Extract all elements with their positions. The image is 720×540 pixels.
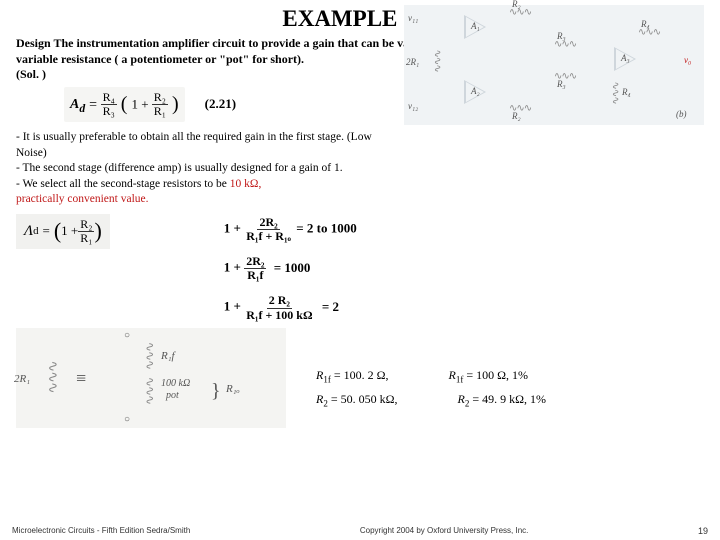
label-a2: A₂ <box>471 86 480 96</box>
label-r3a: R₃ <box>557 31 566 41</box>
main-equation: Ad = R₄ R₃ ( 1 + R₂ R₁ ) (2.21) <box>16 85 394 130</box>
label-100k: 100 kΩ <box>161 378 190 389</box>
label-r2b: R₂ <box>512 111 521 121</box>
label-pot: pot <box>166 390 179 401</box>
note-hl1: 10 kΩ, <box>230 178 262 190</box>
label-r4a: R₄ <box>641 19 650 29</box>
resistor-icon: ∿∿∿ <box>142 377 157 404</box>
terminal-icon: ○ <box>124 330 130 341</box>
note-3: - We select all the second-stage resisto… <box>16 178 230 190</box>
equation-grid: Λd = ( 1 + R₂ R₁ ) 1 + 2R₂ R₁f + R₁ₒ = 2… <box>0 208 720 324</box>
page-footer: Microelectronic Circuits - Fifth Edition… <box>0 526 720 536</box>
design-notes: - It is usually preferable to obtain all… <box>16 130 376 208</box>
circuit-diagram: A₁ A₂ A₃ ∿∿∿ 2R₁ ∿∿∿ R₂ ∿∿∿ R₂ ∿∿∿ R₃ ∿∿… <box>404 5 704 125</box>
label-2r1: 2R₁ <box>406 57 419 67</box>
label-a3: A₃ <box>621 53 630 63</box>
footer-center: Copyright 2004 by Oxford University Pres… <box>360 526 529 536</box>
label-vo: v₀ <box>684 55 691 65</box>
note-hl2: practically convenient value. <box>16 193 149 205</box>
resistor-icon: ∿∿∿ <box>432 49 443 71</box>
result-r1f-b: R1f = 100 Ω, 1% <box>449 368 529 384</box>
resistor-icon: ∿∿∿ <box>610 81 621 103</box>
label-r3b: R₃ <box>557 79 566 89</box>
eq-image: Ad = R₄ R₃ ( 1 + R₂ R₁ ) <box>64 87 185 122</box>
sol-label: (Sol. ) <box>16 67 46 81</box>
terminal-icon: ○ <box>124 414 130 425</box>
bracket-icon: } <box>211 380 221 403</box>
label-vi1: v₁₁ <box>408 13 418 23</box>
label-2r1-left: 2R₁ <box>14 373 30 385</box>
results-block: R1f R₁f = 100. 2 Ω,= 100. 2 Ω, R1f = 100… <box>316 328 546 428</box>
result-r2-a: R2 = 50. 050 kΩ, <box>316 392 398 408</box>
label-vi2: v₁₂ <box>408 101 418 111</box>
frac2: R₂ R₁ <box>152 91 168 118</box>
note-2: - The second stage (difference amp) is u… <box>16 162 343 174</box>
result-r2-b: R2 = 49. 9 kΩ, 1% <box>458 392 547 408</box>
label-r1f: R₁f <box>161 350 175 362</box>
eq-lhs: Ad <box>70 97 85 112</box>
label-r4b: R₄ <box>622 87 631 97</box>
eq-upper: 1 + 2R₂ R₁f = 1000 <box>220 253 361 284</box>
label-r2a: R₂ <box>512 0 521 9</box>
eq-lambda: Λd = ( 1 + R₂ R₁ ) <box>16 214 110 249</box>
eq-lower: 1 + 2 R₂ R₁f + 100 kΩ = 2 <box>220 292 361 323</box>
page-number: 19 <box>698 526 708 536</box>
label-r1o: R₁ₒ <box>226 383 240 395</box>
resistor-icon: ∿∿∿ <box>142 342 157 369</box>
result-r1f-a: R1f R₁f = 100. 2 Ω,= 100. 2 Ω, <box>316 368 389 384</box>
resistor-equivalence-diagram: ∿∿∿ 2R₁ ≡ ○ ∿∿∿ R₁f ∿∿∿ 100 kΩ pot } R₁ₒ… <box>16 328 286 428</box>
label-b: (b) <box>676 109 687 119</box>
frac1: R₄ R₃ <box>101 91 117 118</box>
label-a1: A₁ <box>471 21 480 31</box>
eq-ref: (2.21) <box>205 96 236 112</box>
eq-range: 1 + 2R₂ R₁f + R₁ₒ = 2 to 1000 <box>220 214 361 245</box>
note-1: - It is usually preferable to obtain all… <box>16 131 372 159</box>
footer-left: Microelectronic Circuits - Fifth Edition… <box>12 526 190 536</box>
equiv-symbol: ≡ <box>76 368 86 389</box>
resistor-icon: ∿∿∿ <box>44 360 61 392</box>
